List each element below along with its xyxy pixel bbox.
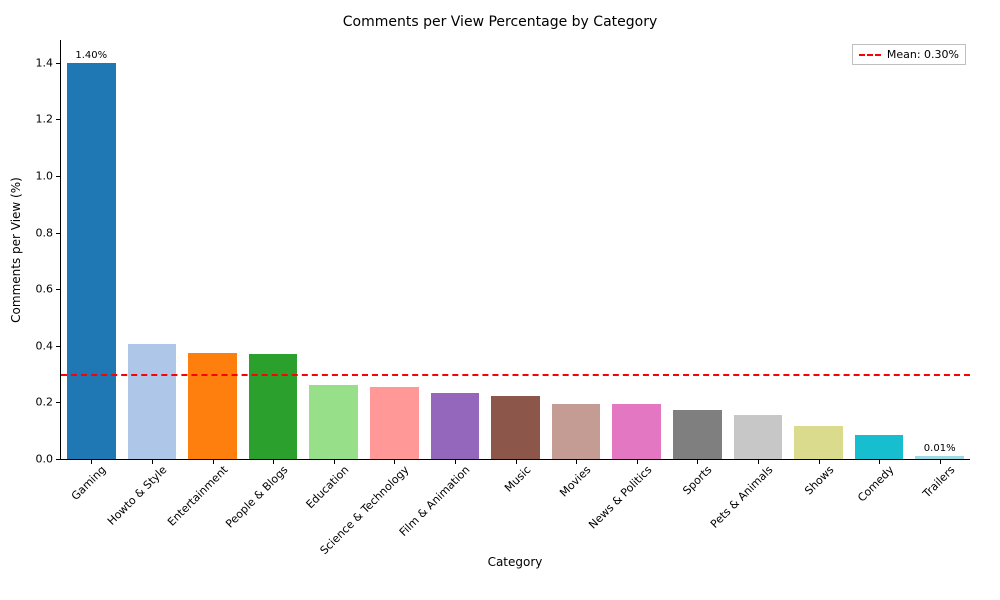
y-tick-label: 1.4 <box>36 56 62 69</box>
x-tick-label: Pets & Animals <box>704 459 776 531</box>
y-tick-label: 0.4 <box>36 339 62 352</box>
bar <box>734 415 782 459</box>
bar <box>552 404 600 459</box>
y-axis-label: Comments per View (%) <box>9 177 23 323</box>
x-tick-label: Comedy <box>851 459 897 505</box>
bar <box>431 393 479 459</box>
x-axis-label: Category <box>60 555 970 569</box>
x-tick-label: Movies <box>553 459 594 500</box>
y-tick-label: 0.0 <box>36 453 62 466</box>
y-tick-label: 0.8 <box>36 226 62 239</box>
x-tick-label: Howto & Style <box>101 459 170 528</box>
bar <box>673 410 721 459</box>
mean-line <box>61 374 970 376</box>
y-tick-label: 0.6 <box>36 283 62 296</box>
plot-area: Mean: 0.30% 0.00.20.40.60.81.01.21.41.40… <box>60 40 970 460</box>
bar <box>188 353 236 459</box>
bar <box>370 387 418 459</box>
y-tick-label: 1.0 <box>36 169 62 182</box>
bar <box>612 404 660 459</box>
bar-value-label: 1.40% <box>75 50 107 63</box>
chart-title: Comments per View Percentage by Category <box>0 14 1000 30</box>
bar <box>855 435 903 459</box>
y-tick-label: 0.2 <box>36 396 62 409</box>
legend-line-swatch <box>859 54 881 56</box>
x-tick-label: Music <box>497 459 533 495</box>
x-tick-label: Sports <box>676 459 714 497</box>
y-tick-label: 1.2 <box>36 113 62 126</box>
bar <box>128 344 176 459</box>
chart-area: Mean: 0.30% 0.00.20.40.60.81.01.21.41.40… <box>60 40 970 460</box>
x-tick-label: Education <box>299 459 351 511</box>
x-tick-label: Gaming <box>65 459 109 503</box>
bar <box>794 426 842 459</box>
legend: Mean: 0.30% <box>852 44 966 65</box>
bar <box>249 354 297 459</box>
bar <box>309 385 357 459</box>
x-tick-label: Shows <box>797 459 835 497</box>
bar-value-label: 0.01% <box>924 443 956 456</box>
x-tick-label: News & Politics <box>582 459 655 532</box>
legend-label: Mean: 0.30% <box>887 48 959 61</box>
bar: 1.40% <box>67 63 115 459</box>
x-tick-label: Trailers <box>916 459 957 500</box>
x-tick-label: People & Blogs <box>219 459 291 531</box>
bar <box>491 396 539 459</box>
